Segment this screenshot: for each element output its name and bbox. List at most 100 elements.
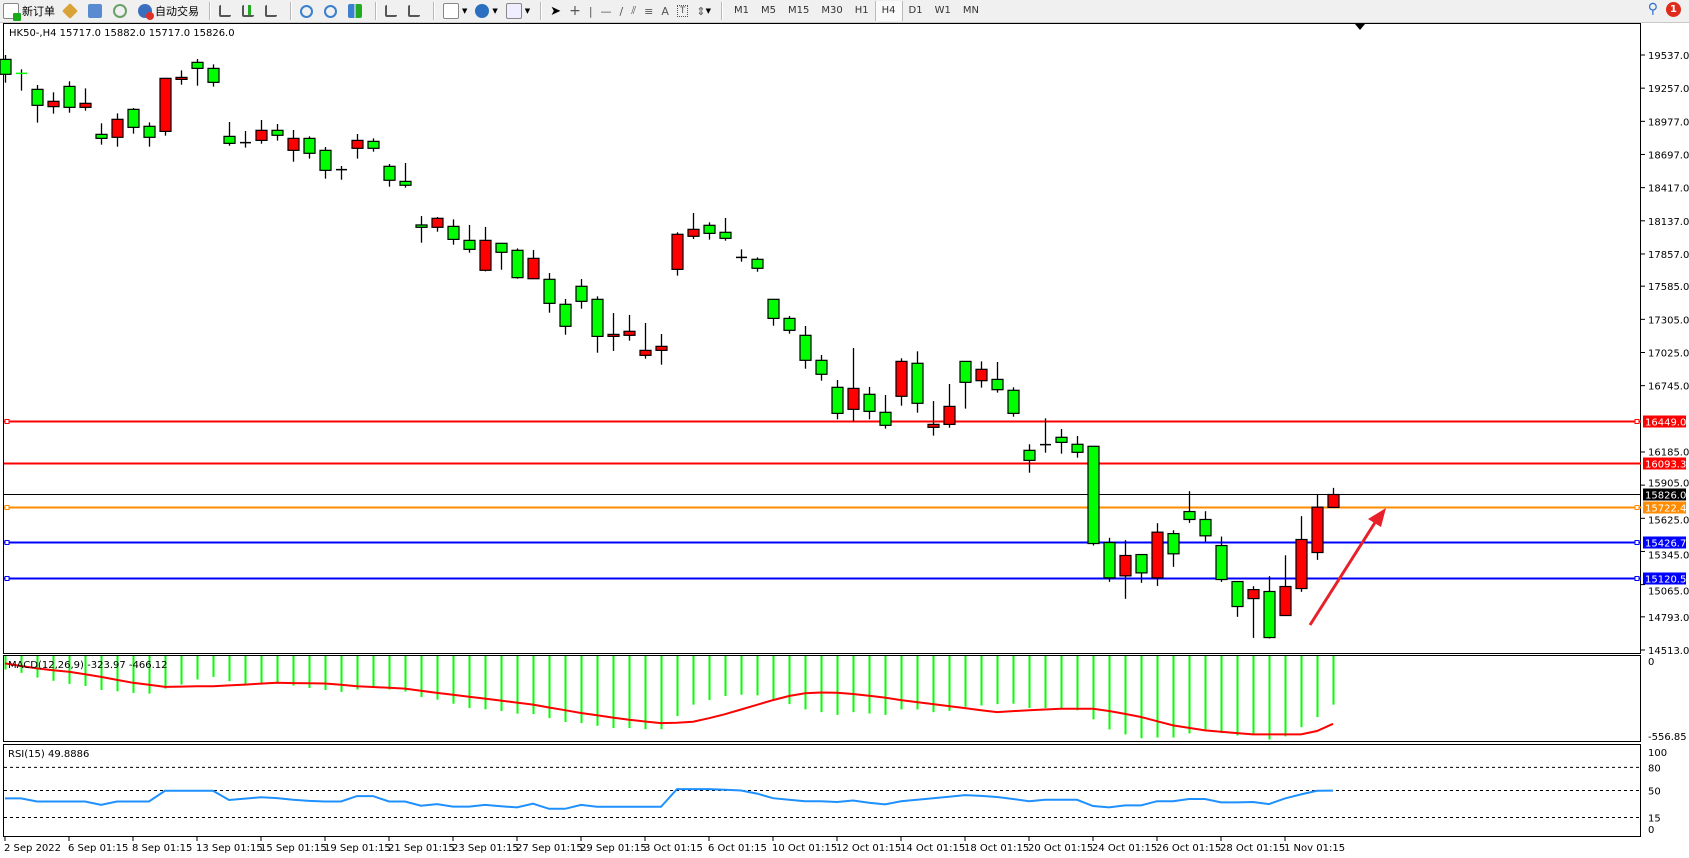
rsi-indicator: 100 80 50 150 [4,748,1667,836]
text-label-button[interactable]: T [674,1,692,21]
price-levels: 16449.0 16093.3 15826.0 15722.4 15426.7 15120… [4,415,1686,586]
horizontal-line-button[interactable]: — [598,1,615,21]
candle [287,129,300,162]
candle-body [1055,436,1068,443]
macd-scale-top: 0 [1648,657,1654,668]
text-button[interactable]: A [658,1,672,21]
price-level-tag [1643,457,1686,470]
candlestick-button[interactable] [239,1,260,21]
indicators-button[interactable]: ▼ [440,1,470,21]
timeframe-mn[interactable]: MN [962,5,979,16]
chart-shift-button[interactable] [382,1,403,21]
chart-background [0,23,1689,858]
candle-body [1279,585,1292,617]
price-tick-label: 17585.0 [1648,282,1689,293]
timeframe-m15[interactable]: M15 [788,5,810,16]
data-window-button[interactable] [85,1,108,21]
notification-badge[interactable]: 1 [1666,1,1681,17]
candle-body [303,137,316,154]
crosshair-icon: + [569,3,581,19]
new-order-button[interactable]: 新订单 [0,1,58,21]
time-tick-label: 3 Oct 01:15 [644,843,703,854]
price-tick-label: 19537.0 [1648,51,1689,62]
timeframe-m30[interactable]: M30 [821,5,843,16]
time-tick-label: 20 Oct 01:15 [1028,843,1093,854]
arrows-button[interactable]: ⇕ ▼ [693,1,714,21]
trendline-button[interactable]: / [617,1,627,21]
candle-body [575,285,588,302]
toolbar-separator [375,2,377,20]
bar-chart-button[interactable] [216,1,237,21]
candle-body [31,88,44,106]
zoom-in-icon [300,4,313,18]
candle [1135,553,1148,583]
candle-body [463,239,476,250]
rsi-label: RSI(15) 49.8886 [8,749,89,760]
auto-scroll-button[interactable] [405,1,426,21]
price-level-tag-label: 15120.5 [1645,575,1686,586]
chart-shift-marker-icon[interactable] [1355,24,1365,30]
toolbar-separator [433,2,435,20]
line-chart-button[interactable] [262,1,283,21]
level-handle [4,540,10,545]
candle-body [351,139,364,149]
cursor-icon: ➤ [550,3,562,19]
cursor-button[interactable]: ➤ [547,1,564,21]
tile-windows-icon [348,4,362,18]
equidistant-channel-button[interactable]: ⫽ [628,1,639,21]
candle-body [1295,538,1308,590]
arrows-icon: ⇕ [696,4,706,18]
zoom-in-button[interactable] [297,1,319,21]
templates-button[interactable]: ▼ [503,1,533,21]
candle [591,296,604,353]
candle [175,70,188,85]
candle [1007,387,1020,417]
candle-body [159,77,172,132]
candle-body [511,249,524,279]
rsi-line [5,788,1334,810]
timeframe-w1[interactable]: W1 [934,5,951,16]
candle [240,131,251,148]
candle-body [959,360,972,383]
chevron-down-icon: ▼ [524,7,531,15]
price-tick-label: 17857.0 [1648,250,1689,261]
tile-windows-button[interactable] [345,1,368,21]
timeframe-d1[interactable]: D1 [908,5,923,16]
candle [655,334,668,365]
candle-body [911,362,924,404]
candle [399,163,412,188]
periods-button[interactable]: ▼ [472,1,500,21]
candle [1167,530,1180,567]
zoom-out-button[interactable] [321,1,343,21]
candle [191,59,204,86]
timeframe-h1[interactable]: H1 [854,5,869,16]
annotation-arrow[interactable] [1308,508,1386,626]
auto-trading-button[interactable]: 自动交易 [135,1,202,21]
crosshair-button[interactable]: + [566,1,584,21]
vertical-line-button[interactable]: | [586,1,596,21]
periods-icon [475,4,490,18]
price-level-tag [1643,501,1686,514]
macd-label: MACD(12,26,9) -323.97 -466.12 [8,660,168,671]
candle [751,257,764,272]
candle [559,298,572,335]
candle [431,217,444,232]
candle [271,124,284,141]
zoom-out-icon [324,4,337,18]
equidistant-channel-icon: ⫽ [631,4,637,17]
level-handle [4,576,10,581]
fibonacci-button[interactable]: ≡ [641,1,656,21]
toolbar-separator [721,2,724,20]
timeframe-h4[interactable]: H4 [874,1,903,21]
search-icon[interactable]: ⚲ [1647,1,1658,17]
timeframe-m5[interactable]: M5 [761,5,777,16]
rsi-panel-frame [3,744,1641,837]
candle [1119,540,1132,599]
candle-body [863,393,876,412]
price-axis: 19537.0 19257.0 18977.0 18697.0 18417.0 18137… [1641,51,1689,657]
signals-button[interactable] [110,1,133,21]
candle [1055,429,1068,454]
candle [719,217,732,241]
timeframe-m1[interactable]: M1 [734,5,750,16]
